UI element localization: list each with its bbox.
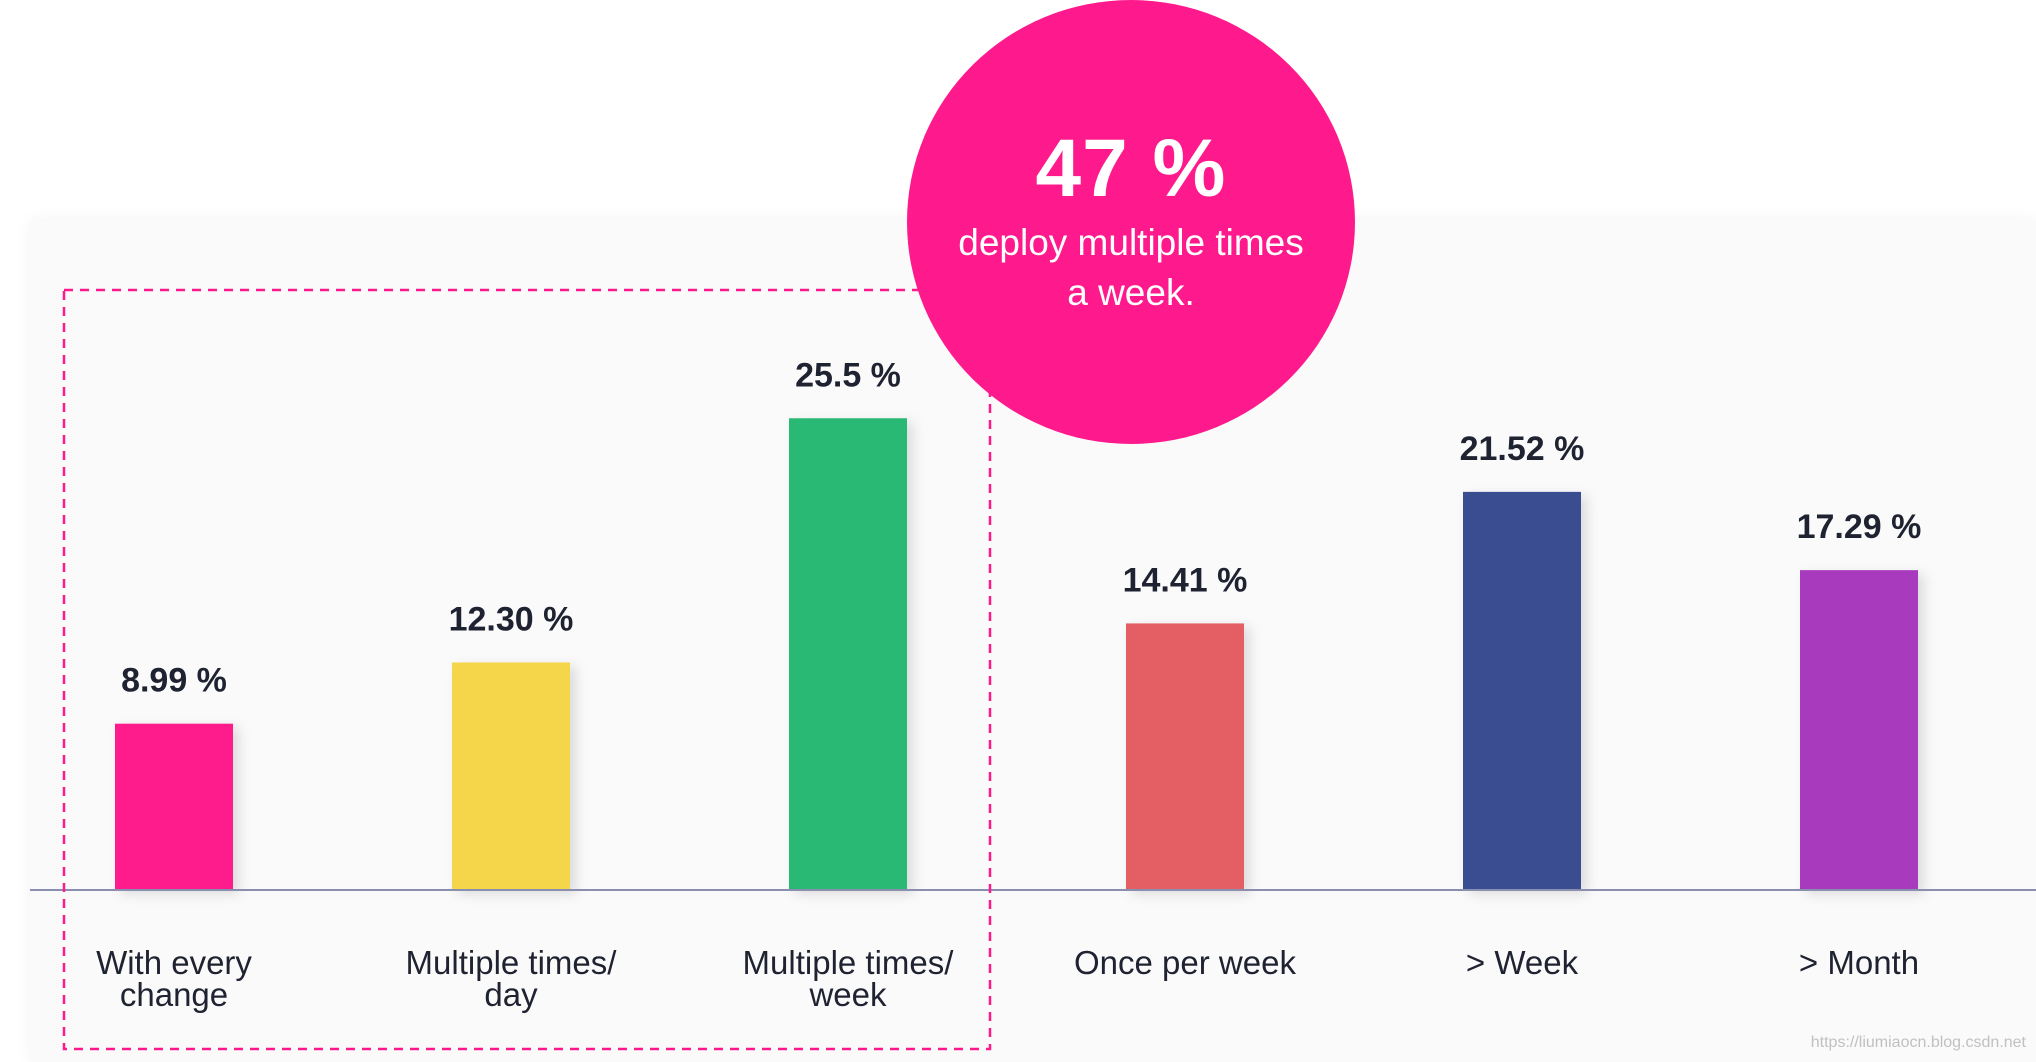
callout-circle: 47 % deploy multiple times a week.: [907, 0, 1355, 444]
category-label: Once per week: [1074, 944, 1296, 981]
bar-value-label: 25.5 %: [795, 356, 901, 394]
callout-text: deploy multiple times a week.: [958, 222, 1304, 313]
category-label: With every: [96, 944, 252, 981]
bar: [115, 723, 233, 890]
bar-value-label: 21.52 %: [1460, 430, 1585, 468]
bar: [1800, 570, 1918, 890]
bar: [1463, 491, 1581, 890]
callout-percent: 47 %: [1035, 123, 1227, 214]
bar-value-label: 14.41 %: [1123, 561, 1248, 599]
watermark: https://liumiaocn.blog.csdn.net: [1810, 1034, 2026, 1051]
category-label: week: [808, 976, 887, 1013]
bar-value-label: 17.29 %: [1797, 508, 1922, 546]
bar-value-label: 12.30 %: [449, 600, 574, 638]
bar: [452, 662, 570, 890]
category-label: day: [484, 976, 538, 1013]
category-label: change: [120, 976, 228, 1013]
highlight-dashed-box: [62, 288, 992, 1051]
bar: [1126, 623, 1244, 890]
category-label: Multiple times/: [743, 944, 955, 981]
category-label: > Month: [1799, 944, 1919, 981]
category-label: Multiple times/: [406, 944, 618, 981]
category-label: > Week: [1466, 944, 1579, 981]
bar: [789, 418, 907, 890]
bar-value-label: 8.99 %: [121, 662, 227, 700]
